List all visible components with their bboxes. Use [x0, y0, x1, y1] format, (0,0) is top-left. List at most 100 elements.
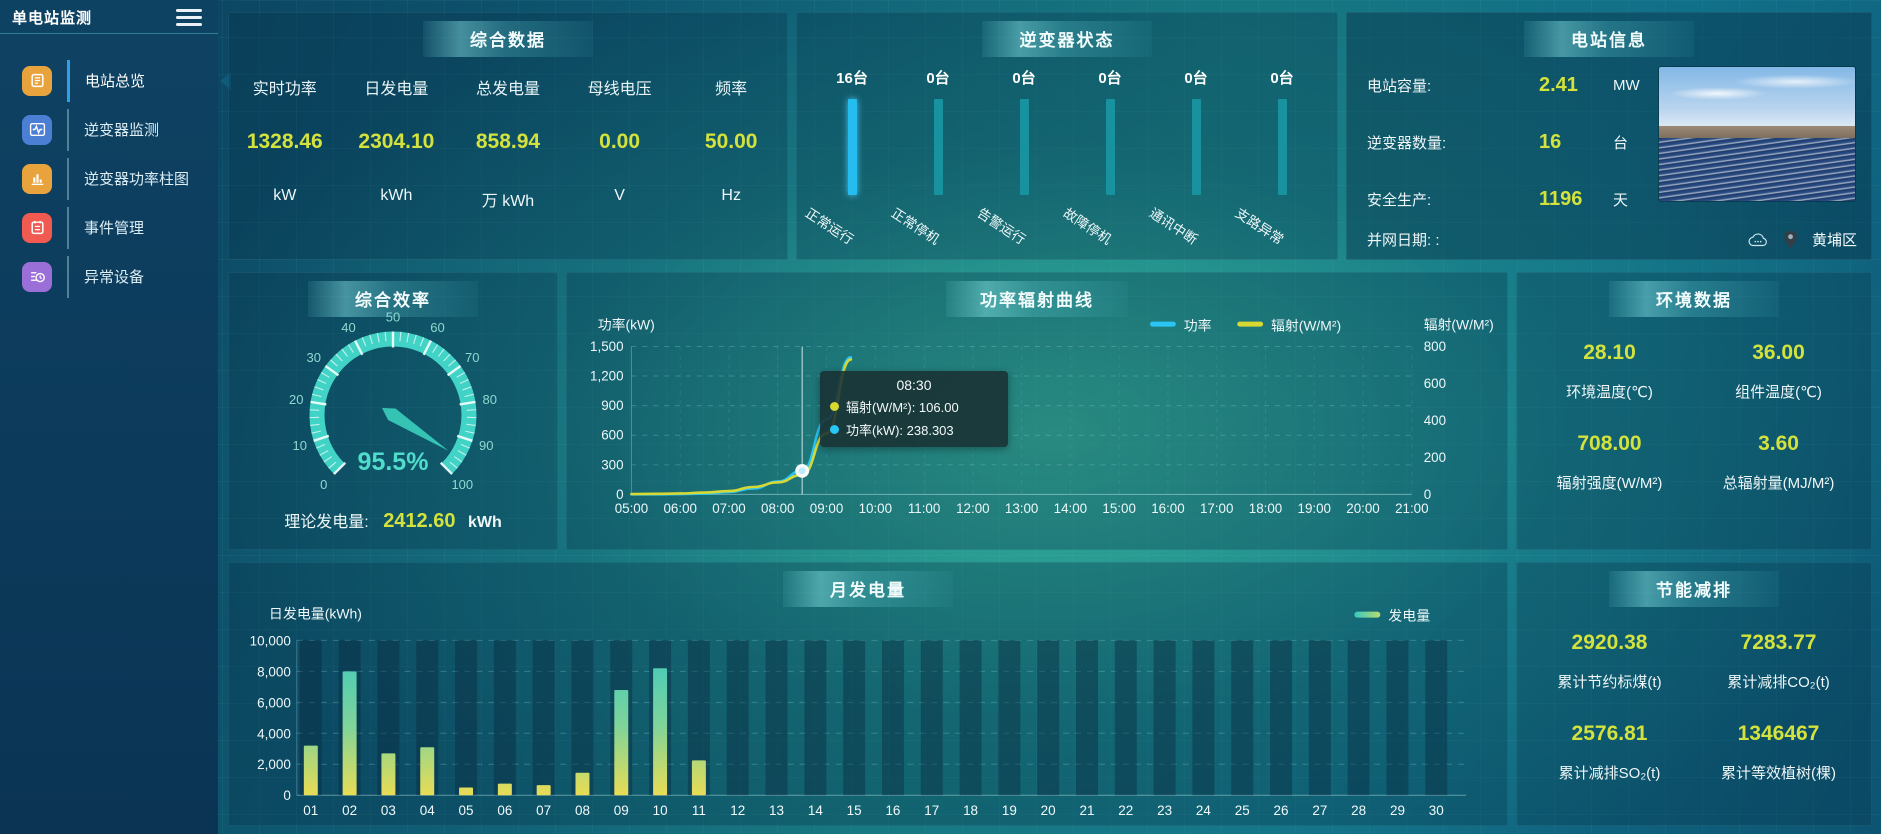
tooltip-series-dot: [830, 402, 839, 411]
status-pillar: [1105, 99, 1115, 195]
panel-power-radiation: 功率辐射曲线 05:00 06:00 07:00 08:00 09:00 10:00 11:…: [566, 272, 1508, 550]
svg-text:200: 200: [1424, 450, 1446, 465]
status-label: 正常停机: [888, 205, 943, 248]
status-pillar: [847, 99, 857, 195]
inverter-status-column: 0台 通讯中断: [1147, 67, 1239, 259]
menu-toggle-icon[interactable]: [176, 9, 202, 30]
panel-environment: 环境数据 28.10 环境温度(℃) 36.00 组件温度(℃) 708.00 辐射强度(…: [1516, 272, 1872, 550]
svg-text:900: 900: [601, 398, 623, 413]
svg-text:1,500: 1,500: [590, 339, 623, 354]
svg-text:19:00: 19:00: [1298, 501, 1331, 516]
metric-unit: V: [614, 187, 625, 204]
svg-text:1,200: 1,200: [590, 369, 623, 384]
svg-text:07: 07: [536, 803, 551, 818]
panel-efficiency: 综合效率 0 10 20 30 40 50 60 70 80 90 100 95.5% 理论发电量: …: [228, 272, 558, 550]
saving-label: 累计节约标煤(t): [1557, 674, 1662, 691]
svg-text:4,000: 4,000: [257, 726, 291, 741]
sidebar-item-2[interactable]: 逆变器监测: [0, 105, 218, 154]
svg-text:8,000: 8,000: [257, 664, 291, 679]
monthly-generation-chart[interactable]: 0 2,000 4,000 6,000 8,000 10,000 日发电量(kWh) 发电量 0…: [229, 563, 1507, 825]
svg-text:25: 25: [1235, 803, 1250, 818]
location-name[interactable]: 黄埔区: [1811, 232, 1857, 249]
station-info-unit: 天: [1613, 192, 1629, 209]
status-pillar: [1019, 99, 1029, 195]
svg-text:29: 29: [1390, 803, 1405, 818]
panel-title-station-info: 电站信息: [1524, 21, 1694, 57]
svg-text:12:00: 12:00: [956, 501, 989, 516]
sidebar-item-4[interactable]: 事件管理: [0, 203, 218, 252]
sidebar-item-5[interactable]: 异常设备: [0, 252, 218, 301]
overview-metric: 日发电量 2304.10 kWh: [341, 75, 453, 211]
inverter-status-column: 0台 告警运行: [975, 67, 1067, 259]
panel-title-monthly: 月发电量: [783, 571, 953, 607]
sidebar-item-3[interactable]: 逆变器功率柱图: [0, 154, 218, 203]
svg-text:08: 08: [575, 803, 590, 818]
svg-text:28: 28: [1351, 803, 1366, 818]
panel-overview: 综合数据 实时功率 1328.46 kW 日发电量 2304.10 kWh 总发电量 858.…: [228, 12, 788, 260]
svg-text:17:00: 17:00: [1200, 501, 1233, 516]
svg-text:10:00: 10:00: [859, 501, 892, 516]
svg-text:26: 26: [1274, 803, 1289, 818]
sidebar-item-indicator: [67, 206, 69, 249]
svg-text:06:00: 06:00: [663, 501, 696, 516]
svg-text:06: 06: [497, 803, 512, 818]
station-info-row: 安全生产: 1196 天: [1367, 171, 1640, 228]
photo-mountains: [1659, 125, 1855, 138]
inverter-status-column: 0台 故障停机: [1061, 67, 1153, 259]
tooltip-row: 功率(kW): 238.303: [830, 420, 998, 439]
status-count: 0台: [1098, 70, 1122, 87]
svg-text:14: 14: [808, 803, 824, 818]
environment-cell: 3.60 总辐射量(MJ/M²): [1694, 432, 1863, 493]
panel-energy-saving: 节能减排 2920.38 累计节约标煤(t) 7283.77 累计减排CO₂(t) 25…: [1516, 562, 1872, 826]
svg-text:13: 13: [769, 803, 784, 818]
svg-text:07:00: 07:00: [712, 501, 745, 516]
metric-value: 2304.10: [358, 130, 435, 153]
panel-monthly-generation: 月发电量 0 2,000 4,000 6,000 8,000 10,000 日发电量(kWh…: [228, 562, 1508, 826]
svg-text:70: 70: [465, 350, 479, 365]
panel-title-energy-saving: 节能减排: [1609, 571, 1779, 607]
environment-label: 组件温度(℃): [1735, 384, 1822, 401]
svg-text:03: 03: [381, 803, 396, 818]
station-info-label: 逆变器数量:: [1367, 135, 1447, 152]
svg-text:05:00: 05:00: [615, 501, 648, 516]
sidebar-collapse-arrow[interactable]: [220, 72, 231, 90]
sidebar-item-indicator: [67, 157, 69, 200]
svg-text:90: 90: [479, 438, 493, 453]
svg-text:100: 100: [451, 477, 473, 492]
svg-text:2,000: 2,000: [257, 757, 291, 772]
station-info-label: 安全生产:: [1367, 192, 1432, 209]
sidebar-item-label: 逆变器监测: [84, 122, 160, 139]
environment-value: 28.10: [1583, 341, 1636, 364]
svg-text:10: 10: [293, 438, 307, 453]
status-label: 告警运行: [974, 205, 1029, 248]
status-label: 支路异常: [1232, 205, 1287, 248]
saving-cell: 2576.81 累计减排SO₂(t): [1525, 722, 1694, 783]
overview-metric: 实时功率 1328.46 kW: [229, 75, 341, 211]
metric-label: 实时功率: [252, 81, 317, 98]
svg-text:30: 30: [306, 350, 320, 365]
inverter-status-column: 16台 正常运行: [803, 67, 895, 259]
location-pin-icon[interactable]: [1783, 230, 1798, 249]
power-radiation-chart[interactable]: 05:00 06:00 07:00 08:00 09:00 10:00 11:00 12:00…: [567, 273, 1507, 549]
station-info-label: 电站容量:: [1367, 78, 1432, 95]
saving-label: 累计减排CO₂(t): [1727, 674, 1830, 691]
inverter-status-column: 0台 正常停机: [889, 67, 981, 259]
weather-cloud-icon[interactable]: [1747, 232, 1769, 247]
sidebar-item-label: 事件管理: [84, 220, 145, 237]
sidebar-item-label: 异常设备: [84, 269, 145, 286]
saving-cell: 2920.38 累计节约标煤(t): [1525, 631, 1694, 692]
tooltip-series-value: 功率(kW): 238.303: [846, 423, 954, 438]
sidebar-item-1[interactable]: 电站总览: [0, 56, 218, 105]
environment-label: 环境温度(℃): [1566, 384, 1653, 401]
svg-text:13:00: 13:00: [1005, 501, 1038, 516]
svg-text:16: 16: [885, 803, 900, 818]
app-title: 单电站监测: [12, 10, 93, 27]
svg-text:50: 50: [386, 310, 400, 325]
tooltip-row: 辐射(W/M²): 106.00: [830, 397, 998, 416]
svg-text:11:00: 11:00: [908, 501, 940, 516]
svg-text:24: 24: [1196, 803, 1212, 818]
svg-text:95.5%: 95.5%: [358, 448, 429, 476]
metric-unit: kWh: [380, 187, 413, 204]
svg-text:21:00: 21:00: [1395, 501, 1428, 516]
environment-cell: 708.00 辐射强度(W/M²): [1525, 432, 1694, 493]
